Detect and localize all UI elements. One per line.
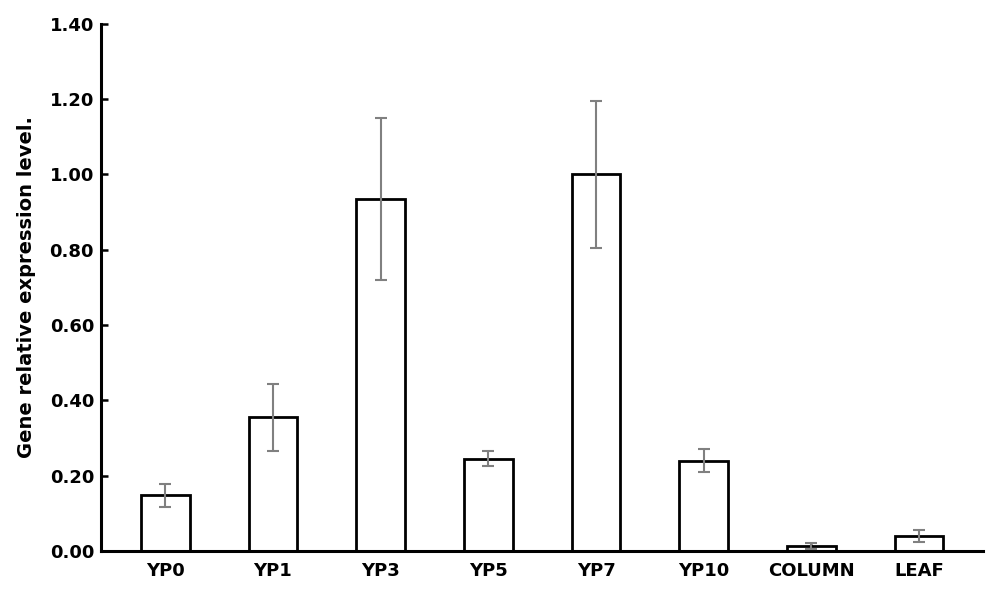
Bar [141, 496, 190, 551]
Bar [572, 174, 620, 551]
Bar [679, 461, 728, 551]
Bar [787, 546, 836, 551]
Y-axis label: Gene relative expression level.: Gene relative expression level. [17, 116, 36, 458]
Bar [464, 459, 513, 551]
Bar [895, 536, 943, 551]
Bar [249, 417, 297, 551]
Bar [356, 199, 405, 551]
